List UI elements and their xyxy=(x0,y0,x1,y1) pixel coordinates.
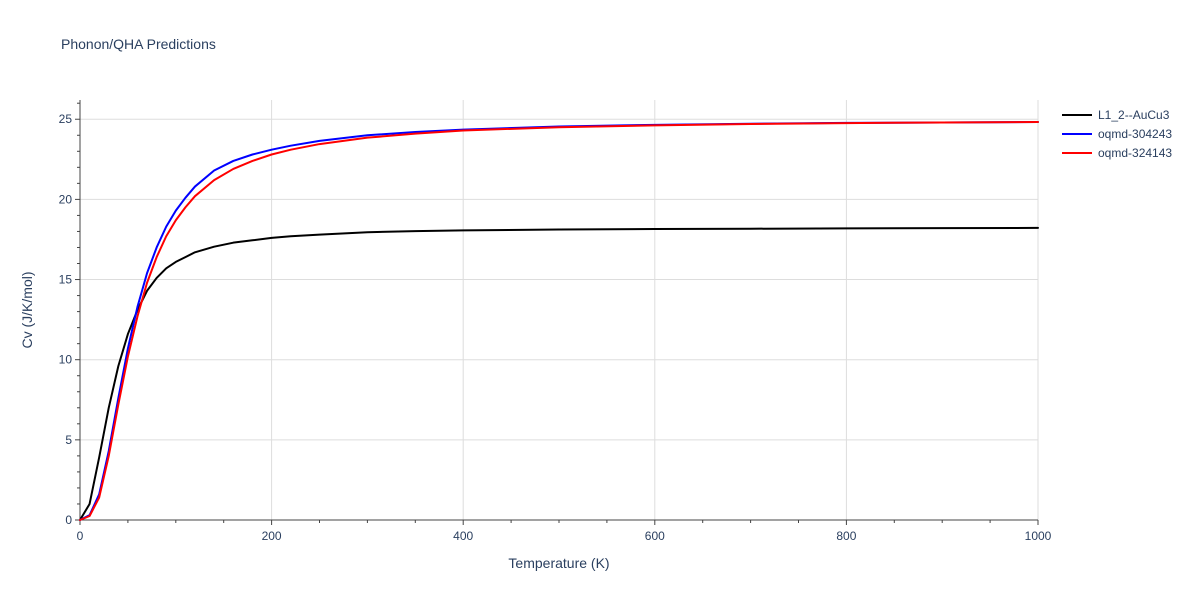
x-tick-label: 200 xyxy=(262,529,282,543)
legend-label: L1_2--AuCu3 xyxy=(1098,108,1170,122)
x-tick-label: 800 xyxy=(836,529,856,543)
y-axis-title: Cv (J/K/mol) xyxy=(19,272,35,349)
y-tick-label: 15 xyxy=(59,273,73,287)
series-line xyxy=(79,120,1039,521)
y-tick-label: 0 xyxy=(65,513,72,527)
series-line xyxy=(79,120,1039,521)
legend-label: oqmd-324143 xyxy=(1098,146,1172,160)
x-tick-label: 600 xyxy=(645,529,665,543)
series-layer xyxy=(79,120,1039,521)
axis-layer: 0 200 400 600 800 1000 0 5 10 15 20 25 xyxy=(59,100,1052,543)
x-axis-title: Temperature (K) xyxy=(508,555,609,571)
series-line xyxy=(79,226,1039,521)
y-tick-label: 25 xyxy=(59,112,73,126)
chart-title: Phonon/QHA Predictions xyxy=(61,36,216,52)
x-tick-label: 0 xyxy=(77,529,84,543)
legend-label: oqmd-304243 xyxy=(1098,127,1172,141)
legend: L1_2--AuCu3 oqmd-304243 oqmd-324143 xyxy=(1062,108,1172,160)
y-tick-label: 10 xyxy=(59,353,73,367)
x-tick-label: 1000 xyxy=(1025,529,1052,543)
y-tick-label: 20 xyxy=(59,192,73,206)
grid-layer xyxy=(80,100,1039,520)
y-tick-label: 5 xyxy=(65,433,72,447)
x-tick-label: 400 xyxy=(453,529,473,543)
